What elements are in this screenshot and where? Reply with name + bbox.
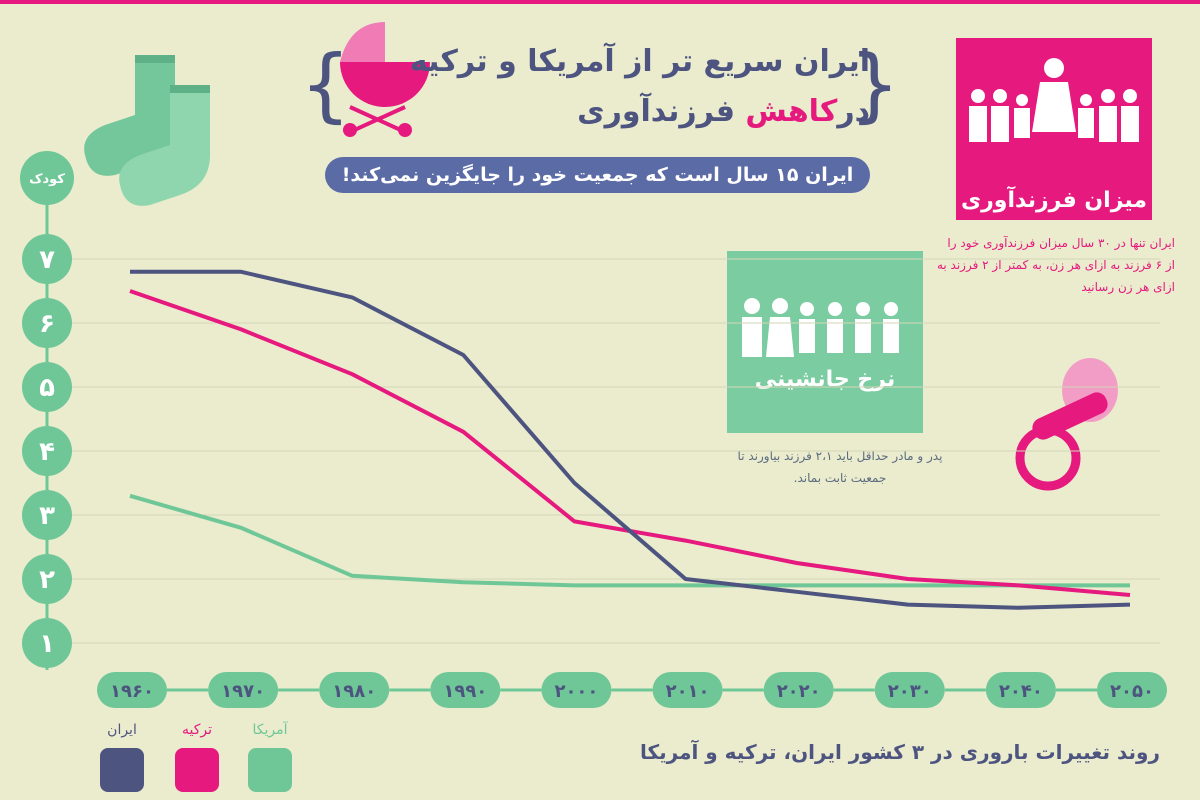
legend-swatch-iran xyxy=(100,748,144,792)
x-tick-badge xyxy=(763,672,834,708)
y-tick-badge xyxy=(22,234,72,284)
legend-swatch-usa xyxy=(248,748,292,792)
family-icon xyxy=(969,58,1139,142)
title-line2-post: فرزندآوری xyxy=(577,94,746,129)
y-tick-label: ۵ xyxy=(39,373,55,403)
legend-iran: ایران xyxy=(100,722,144,792)
x-tick-badge xyxy=(985,672,1056,708)
x-axis: ۱۹۶۰ ۱۹۷۰ ۱۹۸۰ ۱۹۹۰ ۲۰۰۰ ۲۰۱۰ ۲۰۲۰ ۲۰۳۰ ۲۰۴۰ ۲۰۵۰ xyxy=(97,672,1167,708)
title-line2-pre: در xyxy=(837,94,870,129)
series-line-0 xyxy=(130,269,1131,610)
people-icon xyxy=(742,298,899,357)
y-tick-label: ۲ xyxy=(39,565,55,595)
stroller-icon xyxy=(340,22,430,137)
right-brace-icon: } xyxy=(849,38,900,131)
left-brace-icon: { xyxy=(300,38,351,131)
x-tick-badge xyxy=(874,672,945,708)
y-tick-badge xyxy=(22,362,72,412)
chart-grid xyxy=(70,258,1160,644)
replacement-rate-note: پدر و مادر حداقل باید ۲،۱ فرزند بیاورند … xyxy=(737,449,943,485)
x-tick-label: ۲۰۳۰ xyxy=(888,681,932,702)
fertility-rate-panel: میزان فرزندآوری xyxy=(956,38,1152,220)
y-axis: کودک ۱ ۲ ۳ ۴ ۵ ۶ ۷ xyxy=(20,151,74,670)
x-tick-label: ۲۰۵۰ xyxy=(1110,681,1154,702)
x-tick-badge xyxy=(430,672,501,708)
y-axis-label: کودک xyxy=(29,172,65,187)
x-tick-badge xyxy=(319,672,390,708)
chart-lines xyxy=(129,269,1131,610)
page-title: ایران سریع تر از آمریکا و ترکیه xyxy=(409,44,870,79)
legend-label-iran: ایران xyxy=(107,722,137,738)
series-line-2 xyxy=(129,493,1130,588)
y-tick-badge xyxy=(22,298,72,348)
x-tick-badge xyxy=(1097,672,1167,708)
x-tick-badge xyxy=(208,672,279,708)
x-tick-label: ۱۹۹۰ xyxy=(443,681,487,702)
y-axis-label-badge xyxy=(20,151,74,205)
series-line-1 xyxy=(129,289,1131,597)
legend-label-turkey: ترکیه xyxy=(181,722,213,738)
x-tick-badge xyxy=(652,672,723,708)
x-tick-label: ۲۰۱۰ xyxy=(666,681,710,702)
socks-icon xyxy=(84,55,210,206)
header: { } ایران سریع تر از آمریکا و ترکیه درکا… xyxy=(300,30,900,150)
legend-label-usa: آمریکا xyxy=(252,722,288,738)
pacifier-icon xyxy=(1015,358,1118,491)
replacement-rate-panel: نرخ جانشینی xyxy=(727,251,923,433)
title-line2-highlight: کاهش xyxy=(745,94,838,129)
x-tick-label: ۲۰۴۰ xyxy=(999,681,1043,702)
x-tick-label: ۱۹۸۰ xyxy=(332,681,376,702)
legend-swatch-turkey xyxy=(175,748,219,792)
x-tick-label: ۲۰۰۰ xyxy=(554,681,598,702)
replacement-rate-label: نرخ جانشینی xyxy=(754,367,896,392)
y-tick-label: ۴ xyxy=(39,437,55,467)
x-tick-label: ۱۹۷۰ xyxy=(221,681,265,702)
x-tick-badge xyxy=(541,672,612,708)
subtitle-banner: ایران ۱۵ سال است که جمعیت خود را جایگزین… xyxy=(325,157,870,193)
y-tick-badge xyxy=(22,554,72,604)
x-tick-label: ۲۰۲۰ xyxy=(777,681,821,702)
y-tick-badge xyxy=(22,618,72,668)
x-tick-label: ۱۹۶۰ xyxy=(110,681,154,702)
fertility-rate-note: ایران تنها در ۳۰ سال میزان فرزندآوری خود… xyxy=(936,236,1175,294)
y-tick-label: ۷ xyxy=(39,245,55,275)
legend-turkey: ترکیه xyxy=(175,722,219,792)
chart-caption: روند تغییرات باروری در ۳ کشور ایران، ترک… xyxy=(639,740,1160,764)
legend-usa: آمریکا xyxy=(248,722,292,792)
fertility-rate-label: میزان فرزندآوری xyxy=(960,188,1148,213)
page-title-line2: درکاهش فرزندآوری xyxy=(577,94,870,129)
y-tick-label: ۳ xyxy=(39,501,55,531)
y-tick-label: ۶ xyxy=(39,309,55,339)
y-tick-badge xyxy=(22,426,72,476)
y-tick-label: ۱ xyxy=(39,629,55,659)
y-tick-badge xyxy=(22,490,72,540)
x-tick-badge xyxy=(97,672,167,708)
